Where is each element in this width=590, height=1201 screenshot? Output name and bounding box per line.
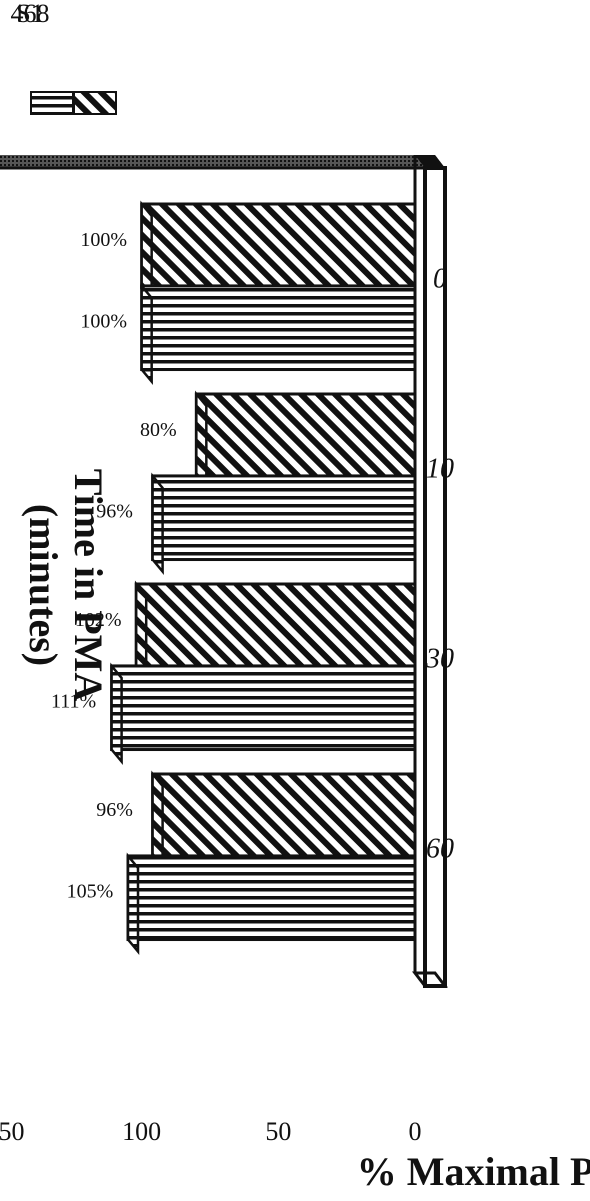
bar-S1-30 — [110, 662, 417, 765]
bar-S1-0 — [140, 282, 417, 385]
value-label: 96% — [96, 501, 133, 523]
bar-468-10 — [194, 390, 417, 494]
y-axis-title: % Maximal PY — [357, 1149, 590, 1194]
y-tick-label: 50 — [265, 1117, 291, 1146]
bar-S1-10 — [151, 472, 417, 575]
legend: 468 S1 — [11, 0, 117, 115]
frame-corner-left — [415, 155, 445, 168]
bar-top — [110, 662, 123, 765]
bar-front — [110, 664, 417, 752]
frame-corner-right — [411, 971, 449, 988]
x-category-label: 60 — [426, 834, 454, 865]
value-label: 105% — [67, 881, 114, 903]
x-category-label: 10 — [426, 454, 454, 485]
x-category-label: 30 — [425, 644, 454, 675]
bar-front — [140, 284, 417, 372]
y-tick-label: 150 — [0, 1117, 25, 1146]
legend-swatch-s1 — [30, 91, 74, 115]
x-axis-title: Time in PMA (minutes) — [21, 469, 111, 702]
bar-468-30 — [134, 580, 417, 684]
x-category-label: 0 — [433, 264, 447, 295]
x-axis-title-line1: Time in PMA — [66, 469, 111, 702]
bar-S1-60 — [126, 852, 417, 955]
value-label: 100% — [80, 311, 127, 333]
value-label: 96% — [96, 799, 133, 821]
bar-front — [134, 582, 417, 670]
plot-frame — [0, 155, 449, 988]
bar-front — [194, 392, 417, 480]
y-tick-label: 0 — [409, 1117, 422, 1146]
value-label: 100% — [80, 229, 127, 251]
value-label: 102% — [75, 609, 122, 631]
value-labels-layer: 100% 80% 102% 96% 100% 96% 111% 105% — [51, 229, 177, 903]
legend-label-s1: S1 — [16, 0, 43, 28]
bar-top — [140, 282, 153, 385]
x-axis-title-line2: (minutes) — [21, 504, 66, 666]
x-axis-categories: 0 10 30 60 — [425, 264, 454, 865]
floor-panel — [0, 155, 445, 168]
value-label: 111% — [51, 691, 96, 713]
legend-swatch-468 — [73, 91, 117, 115]
bars-layer — [110, 200, 417, 955]
bar-front — [126, 854, 417, 942]
bar-front — [151, 474, 417, 562]
bar-front — [151, 772, 417, 860]
bar-front — [140, 202, 417, 290]
y-tick-label: 100 — [122, 1117, 161, 1146]
y-axis-ticks: 0 50 100 150 — [0, 1117, 422, 1146]
bar-top — [151, 472, 164, 575]
value-label: 80% — [140, 419, 177, 441]
legend-label-468: 468 — [11, 0, 50, 28]
bar-top — [126, 852, 140, 955]
